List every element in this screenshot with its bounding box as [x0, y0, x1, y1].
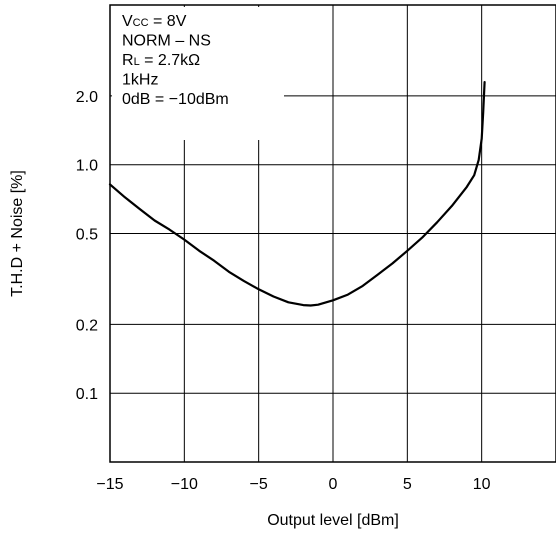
y-tick-label: 2.0: [76, 89, 98, 106]
annotation-line: 0dB = −10dBm: [122, 91, 229, 108]
annotation-background: [112, 7, 284, 140]
x-tick-label: −5: [250, 476, 268, 493]
annotation-line: VCC = 8V: [122, 13, 187, 30]
tick-labels: −15 −10 −5 0 5 10 0.1 0.2 0.5 1.0 2.0: [76, 89, 491, 493]
y-tick-label: 1.0: [76, 158, 98, 175]
annotation-line: 1kHz: [122, 72, 158, 89]
y-tick-label: 0.2: [76, 317, 98, 334]
x-tick-label: 0: [329, 476, 338, 493]
y-tick-label: 0.1: [76, 386, 98, 403]
y-axis-label: T.H.D + Noise [%]: [9, 170, 26, 297]
annotation-box: VCC = 8V NORM – NS RL = 2.7kΩ 1kHz 0dB = −10…: [122, 13, 229, 108]
x-tick-label: −15: [96, 476, 123, 493]
annotation-line: RL = 2.7kΩ: [122, 52, 200, 69]
thd-curve: [108, 81, 486, 307]
y-tick-label: 0.5: [76, 227, 98, 244]
x-tick-label: −10: [171, 476, 198, 493]
x-tick-label: 5: [403, 476, 412, 493]
plot-frame: [109, 4, 556, 463]
annotation-line: NORM – NS: [122, 33, 211, 50]
x-axis-label: Output level [dBm]: [267, 512, 399, 529]
x-tick-label: 10: [473, 476, 491, 493]
